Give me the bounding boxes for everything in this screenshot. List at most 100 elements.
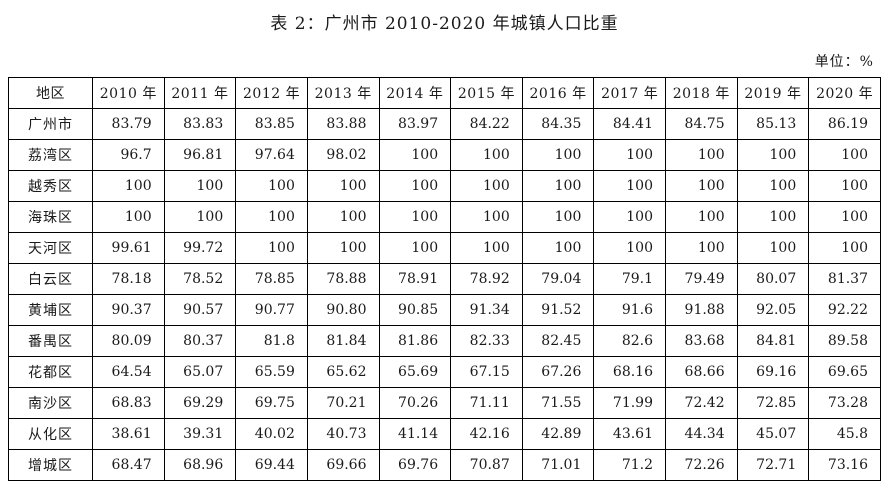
value-cell: 91.52 <box>521 294 595 326</box>
region-cell: 越秀区 <box>8 170 93 202</box>
value-cell: 70.26 <box>378 387 452 419</box>
value-cell: 90.77 <box>235 294 308 326</box>
value-cell: 100 <box>450 170 523 202</box>
value-cell: 72.42 <box>665 387 738 419</box>
value-cell: 78.18 <box>92 263 165 295</box>
column-header-year: 2013 年 <box>306 77 380 109</box>
table-row: 增城区 68.47 68.96 69.44 69.66 69.76 70.87 71.01 71… <box>8 449 881 481</box>
value-cell: 78.92 <box>450 263 523 295</box>
value-cell: 100 <box>736 139 810 171</box>
value-cell: 40.02 <box>235 418 308 450</box>
region-cell: 增城区 <box>8 449 93 481</box>
value-cell: 100 <box>808 139 881 171</box>
value-cell: 82.45 <box>521 325 595 357</box>
value-cell: 100 <box>450 201 523 233</box>
table-row: 花都区 64.54 65.07 65.59 65.62 65.69 67.15 67.26 68… <box>8 356 881 388</box>
value-cell: 72.71 <box>736 449 810 481</box>
value-cell: 67.15 <box>450 356 523 388</box>
column-header-year: 2011 年 <box>163 77 237 109</box>
table-row: 番禺区 80.09 80.37 81.8 81.84 81.86 82.33 82.45 82.… <box>8 325 881 357</box>
value-cell: 81.86 <box>378 325 452 357</box>
unit-label: 单位：% <box>814 54 874 70</box>
value-cell: 90.80 <box>306 294 380 326</box>
value-cell: 90.57 <box>163 294 237 326</box>
value-cell: 69.76 <box>378 449 452 481</box>
value-cell: 82.33 <box>450 325 523 357</box>
value-cell: 89.58 <box>808 325 881 357</box>
value-cell: 83.79 <box>92 108 165 140</box>
value-cell: 71.11 <box>450 387 523 419</box>
value-cell: 100 <box>163 170 237 202</box>
value-cell: 45.07 <box>736 418 810 450</box>
value-cell: 78.91 <box>378 263 452 295</box>
value-cell: 96.81 <box>163 139 237 171</box>
value-cell: 100 <box>378 232 452 264</box>
table-row: 越秀区 100 100 100 100 100 100 100 100 100 100 100 <box>8 170 881 202</box>
value-cell: 42.16 <box>450 418 523 450</box>
value-cell: 100 <box>163 201 237 233</box>
region-cell: 黄埔区 <box>8 294 93 326</box>
region-cell: 天河区 <box>8 232 93 264</box>
value-cell: 100 <box>736 201 810 233</box>
value-cell: 100 <box>306 170 380 202</box>
value-cell: 65.59 <box>235 356 308 388</box>
column-header-year: 2014 年 <box>378 77 452 109</box>
value-cell: 69.65 <box>808 356 881 388</box>
column-header-region: 地区 <box>8 77 93 109</box>
value-cell: 100 <box>736 232 810 264</box>
column-header-year: 2017 年 <box>593 77 666 109</box>
value-cell: 91.6 <box>593 294 666 326</box>
value-cell: 67.26 <box>521 356 595 388</box>
value-cell: 100 <box>92 201 165 233</box>
table-row: 天河区 99.61 99.72 100 100 100 100 100 100 100 100 100 <box>8 232 881 264</box>
value-cell: 100 <box>593 139 666 171</box>
value-cell: 86.19 <box>808 108 881 140</box>
column-header-year: 2016 年 <box>521 77 595 109</box>
value-cell: 72.26 <box>665 449 738 481</box>
value-cell: 91.88 <box>665 294 738 326</box>
value-cell: 100 <box>378 201 452 233</box>
value-cell: 92.22 <box>808 294 881 326</box>
value-cell: 99.72 <box>163 232 237 264</box>
value-cell: 100 <box>92 170 165 202</box>
value-cell: 100 <box>235 232 308 264</box>
value-cell: 70.87 <box>450 449 523 481</box>
value-cell: 71.01 <box>521 449 595 481</box>
value-cell: 100 <box>306 232 380 264</box>
value-cell: 68.16 <box>593 356 666 388</box>
value-cell: 69.29 <box>163 387 237 419</box>
region-cell: 广州市 <box>8 108 93 140</box>
value-cell: 100 <box>593 232 666 264</box>
value-cell: 44.34 <box>665 418 738 450</box>
value-cell: 83.68 <box>665 325 738 357</box>
value-cell: 68.66 <box>665 356 738 388</box>
value-cell: 65.62 <box>306 356 380 388</box>
region-cell: 番禺区 <box>8 325 93 357</box>
value-cell: 68.47 <box>92 449 165 481</box>
value-cell: 80.07 <box>736 263 810 295</box>
value-cell: 71.2 <box>593 449 666 481</box>
value-cell: 96.7 <box>92 139 165 171</box>
value-cell: 100 <box>665 232 738 264</box>
region-cell: 南沙区 <box>8 387 93 419</box>
value-cell: 100 <box>808 201 881 233</box>
region-cell: 从化区 <box>8 418 93 450</box>
value-cell: 69.44 <box>235 449 308 481</box>
table-row: 荔湾区 96.7 96.81 97.64 98.02 100 100 100 100 100 100… <box>8 139 881 171</box>
value-cell: 38.61 <box>92 418 165 450</box>
value-cell: 80.09 <box>92 325 165 357</box>
table-row: 白云区 78.18 78.52 78.85 78.88 78.91 78.92 79.04 79… <box>8 263 881 295</box>
value-cell: 78.52 <box>163 263 237 295</box>
value-cell: 91.34 <box>450 294 523 326</box>
value-cell: 92.05 <box>736 294 810 326</box>
value-cell: 97.64 <box>235 139 308 171</box>
value-cell: 100 <box>521 201 595 233</box>
value-cell: 68.96 <box>163 449 237 481</box>
value-cell: 83.88 <box>306 108 380 140</box>
column-header-year: 2020 年 <box>808 77 881 109</box>
value-cell: 83.97 <box>378 108 452 140</box>
value-cell: 100 <box>306 201 380 233</box>
column-header-year: 2015 年 <box>450 77 523 109</box>
value-cell: 99.61 <box>92 232 165 264</box>
value-cell: 65.07 <box>163 356 237 388</box>
